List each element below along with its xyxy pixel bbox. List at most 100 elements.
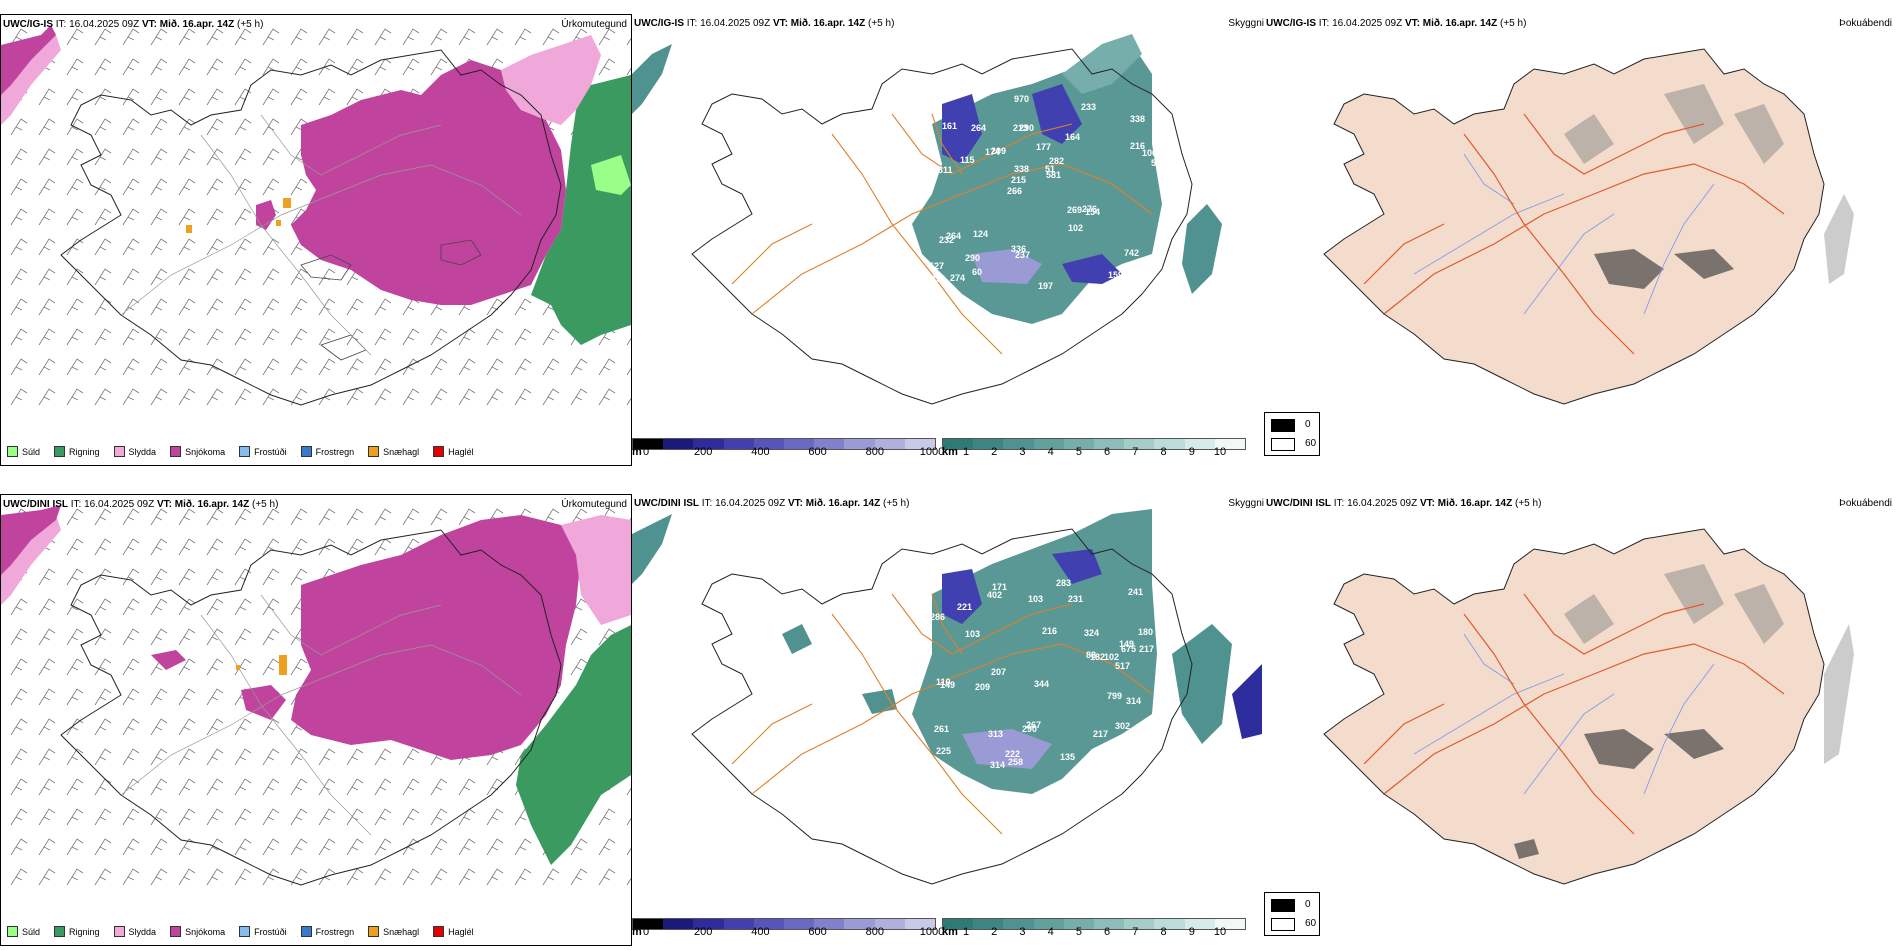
vt-value: Mið. 16.apr. 14Z	[805, 498, 881, 509]
wind-barb	[598, 388, 616, 406]
ceiling-label: 314	[990, 760, 1005, 770]
wind-barb	[290, 748, 308, 766]
wind-barb	[570, 838, 588, 856]
wind-barb	[262, 868, 280, 886]
wind-barb	[66, 868, 84, 886]
wind-barb	[10, 118, 28, 136]
precip-type-legend: Súld Rigning Slydda Snjókoma Frostúði Fr…	[7, 446, 474, 457]
wind-barb	[262, 298, 280, 316]
legend-swatch	[300, 926, 312, 937]
wind-barb	[94, 658, 112, 676]
wind-barb	[262, 28, 280, 46]
vt-label: VT:	[772, 18, 788, 29]
wind-barb	[234, 838, 252, 856]
wind-barb	[234, 868, 252, 886]
ceiling-label: 102	[1068, 223, 1083, 233]
wind-barb	[66, 748, 84, 766]
colorbar-tick-label: 7	[1132, 446, 1139, 458]
visibility-map: 402 311 338 266 164 274 213 177 264 209 527 290 290 2…	[632, 34, 1222, 405]
colorbar-segment	[663, 439, 694, 449]
fog-panel-bottom: UWC/DINI ISL IT: 16.04.2025 09Z VT: Mið.…	[1264, 494, 1900, 946]
wind-barb	[514, 838, 532, 856]
wind-barb	[178, 148, 196, 166]
ice-pellet-spot	[236, 665, 240, 670]
wind-barb	[10, 778, 28, 796]
wind-barb	[94, 178, 112, 196]
ceiling-label: 237	[1015, 250, 1030, 260]
ceiling-label: 110	[936, 677, 951, 687]
ceiling-label: 102	[1104, 652, 1119, 662]
ceiling-label: 527	[929, 261, 944, 271]
colorbar-segment	[943, 919, 974, 929]
wind-barb	[402, 778, 420, 796]
wind-barb	[66, 568, 84, 586]
wind-barb	[38, 328, 56, 346]
wind-barb	[402, 388, 420, 406]
wind-barb	[66, 178, 84, 196]
visibility-unit: km	[942, 446, 958, 458]
wind-barb	[290, 508, 308, 526]
ceiling-label: 264	[971, 123, 986, 133]
wind-barb	[262, 778, 280, 796]
vt-value: Mið. 16.apr. 14Z	[159, 19, 235, 30]
wind-barb	[150, 748, 168, 766]
vt-label: VT:	[1419, 498, 1435, 509]
wind-barb	[178, 598, 196, 616]
ceiling-label: 344	[1034, 679, 1049, 689]
it-value: 16.04.2025 09Z	[69, 19, 140, 30]
colorbar-segment	[1003, 439, 1034, 449]
ceiling-label: 174	[985, 147, 1000, 157]
wind-barb	[402, 808, 420, 826]
ceiling-label: 231	[1068, 594, 1083, 604]
colorbar-tick-label: 5	[1075, 926, 1082, 938]
ceiling-label: 402	[987, 590, 1002, 600]
wind-barb	[234, 298, 252, 316]
wind-barb	[94, 628, 112, 646]
legend-swatch	[54, 926, 66, 937]
panel-title: Skyggni	[1228, 18, 1264, 29]
wind-barb	[66, 538, 84, 556]
snow-area-west	[151, 650, 286, 720]
colorbar-tick-label: 9	[1188, 446, 1195, 458]
wind-barb	[38, 208, 56, 226]
ceiling-label: 207	[991, 667, 1006, 677]
sleet-area	[1, 515, 631, 625]
wind-barb	[430, 28, 448, 46]
wind-barb	[94, 688, 112, 706]
wind-barb	[626, 517, 631, 526]
wind-barb	[234, 388, 252, 406]
wind-barb	[598, 28, 616, 46]
wind-barb	[626, 847, 631, 856]
wind-barb	[66, 58, 84, 76]
wind-barb	[430, 58, 448, 76]
ceiling-label: 267	[1026, 720, 1041, 730]
wind-barb	[122, 28, 140, 46]
colorbar-segment	[814, 439, 845, 449]
wind-barb	[178, 628, 196, 646]
wind-barb	[38, 358, 56, 376]
ceiling-label: 742	[1124, 248, 1139, 258]
panel-title: Úrkomutegund	[561, 19, 627, 30]
wind-barb	[318, 538, 336, 556]
wind-barb	[262, 748, 280, 766]
wind-barb	[626, 817, 631, 826]
it-value: 16.04.2025 09Z	[1332, 18, 1403, 29]
wind-barb	[38, 568, 56, 586]
wind-barb	[178, 88, 196, 106]
wind-barb	[234, 148, 252, 166]
wind-barb	[346, 58, 364, 76]
wind-barb	[10, 688, 28, 706]
wind-barb	[206, 28, 224, 46]
legend-swatch	[433, 926, 445, 937]
wind-barb	[262, 328, 280, 346]
wind-barb	[542, 358, 560, 376]
wind-barb	[598, 838, 616, 856]
wind-barb	[346, 358, 364, 376]
wind-barb	[38, 598, 56, 616]
wind-barb	[206, 208, 224, 226]
wind-barb	[122, 748, 140, 766]
wind-barb	[598, 868, 616, 886]
wind-barb	[626, 787, 631, 796]
visibility-panel-bottom: 302 180 285 216 225 171 149 313 241 103 217 286 517 2…	[632, 494, 1264, 946]
ceiling-label: 313	[988, 729, 1003, 739]
